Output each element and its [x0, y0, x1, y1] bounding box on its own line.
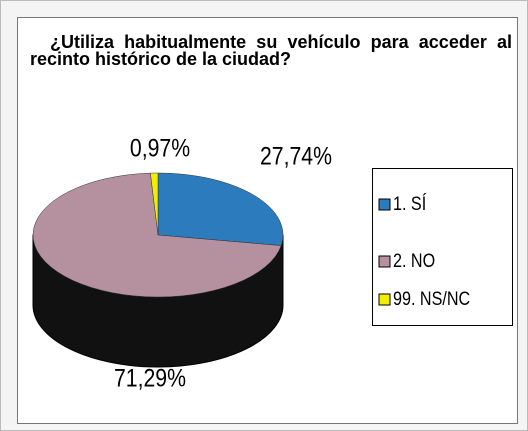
pie-slice — [150, 172, 159, 236]
legend-swatch — [378, 198, 391, 211]
legend-label: 99. NS/NC — [393, 288, 470, 310]
data-label: 0,97% — [130, 134, 190, 162]
legend-box — [372, 168, 513, 326]
pie-slice — [32, 172, 282, 298]
chart-title: ¿Utiliza habitualmente su vehículo para … — [30, 32, 512, 69]
data-label: 71,29% — [114, 364, 186, 392]
legend-swatch — [378, 255, 391, 268]
legend-swatch — [378, 293, 391, 306]
legend-label: 2. NO — [393, 250, 435, 272]
pie-slice — [157, 172, 284, 246]
legend-label: 1. SÍ — [393, 193, 426, 215]
data-label: 27,74% — [260, 142, 332, 170]
